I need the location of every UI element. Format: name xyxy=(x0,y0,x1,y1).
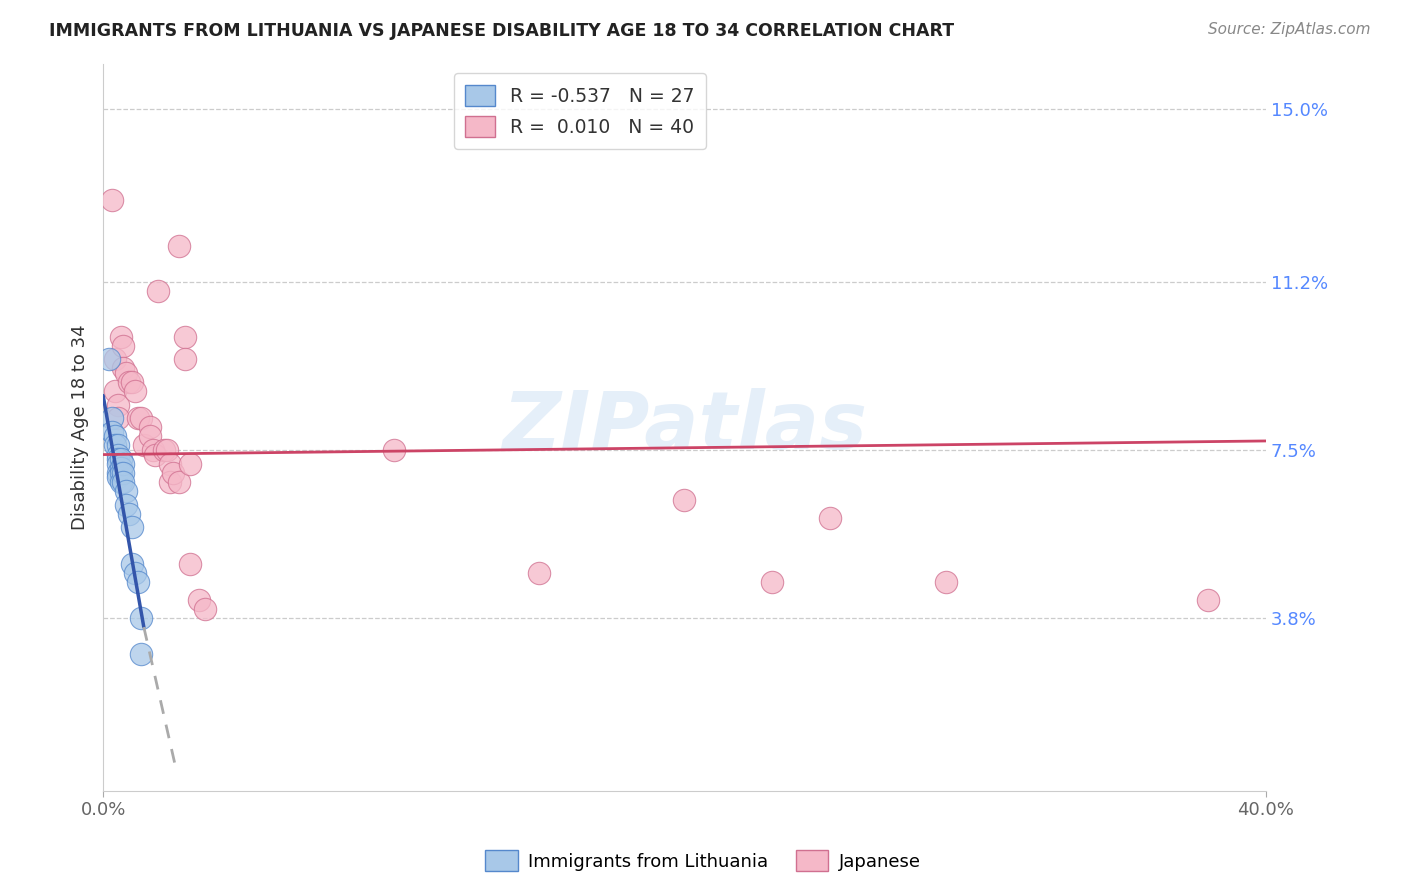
Point xyxy=(118,507,141,521)
Point xyxy=(112,475,135,489)
Point xyxy=(121,520,143,534)
Point xyxy=(107,411,129,425)
Point xyxy=(107,398,129,412)
Point xyxy=(527,566,550,580)
Point xyxy=(107,470,129,484)
Point xyxy=(761,574,783,589)
Point xyxy=(104,429,127,443)
Point xyxy=(673,493,696,508)
Point xyxy=(107,438,129,452)
Point xyxy=(138,429,160,443)
Point xyxy=(104,438,127,452)
Point xyxy=(179,457,201,471)
Point xyxy=(107,457,129,471)
Point xyxy=(159,475,181,489)
Point xyxy=(115,498,138,512)
Y-axis label: Disability Age 18 to 34: Disability Age 18 to 34 xyxy=(72,325,89,530)
Text: Source: ZipAtlas.com: Source: ZipAtlas.com xyxy=(1208,22,1371,37)
Point xyxy=(148,284,170,298)
Point xyxy=(110,329,132,343)
Point xyxy=(112,466,135,480)
Point xyxy=(115,366,138,380)
Point xyxy=(129,611,152,625)
Point xyxy=(188,593,211,607)
Point xyxy=(107,452,129,467)
Point xyxy=(132,438,155,452)
Point xyxy=(127,574,149,589)
Point xyxy=(124,566,146,580)
Point xyxy=(159,457,181,471)
Point xyxy=(112,457,135,471)
Point xyxy=(1197,593,1219,607)
Point xyxy=(129,648,152,662)
Text: ZIPatlas: ZIPatlas xyxy=(502,388,868,467)
Point xyxy=(127,411,149,425)
Point xyxy=(156,443,179,458)
Text: IMMIGRANTS FROM LITHUANIA VS JAPANESE DISABILITY AGE 18 TO 34 CORRELATION CHART: IMMIGRANTS FROM LITHUANIA VS JAPANESE DI… xyxy=(49,22,955,40)
Point xyxy=(110,461,132,475)
Point xyxy=(138,420,160,434)
Point xyxy=(104,384,127,398)
Point xyxy=(818,511,841,525)
Point xyxy=(121,375,143,389)
Point xyxy=(173,329,195,343)
Point xyxy=(107,466,129,480)
Point xyxy=(101,194,124,208)
Point xyxy=(101,425,124,439)
Point xyxy=(153,443,176,458)
Point xyxy=(194,602,217,616)
Point xyxy=(118,375,141,389)
Legend: R = -0.537   N = 27, R =  0.010   N = 40: R = -0.537 N = 27, R = 0.010 N = 40 xyxy=(454,73,706,149)
Point xyxy=(110,475,132,489)
Point xyxy=(167,475,190,489)
Point xyxy=(129,411,152,425)
Point xyxy=(145,448,167,462)
Point xyxy=(382,443,405,458)
Point xyxy=(935,574,957,589)
Point xyxy=(101,411,124,425)
Point xyxy=(104,352,127,367)
Point xyxy=(179,557,201,571)
Point xyxy=(110,466,132,480)
Point xyxy=(97,352,120,367)
Point xyxy=(167,238,190,252)
Point xyxy=(162,466,184,480)
Point xyxy=(115,483,138,498)
Point xyxy=(107,448,129,462)
Legend: Immigrants from Lithuania, Japanese: Immigrants from Lithuania, Japanese xyxy=(478,843,928,879)
Point xyxy=(121,557,143,571)
Point xyxy=(141,443,163,458)
Point xyxy=(112,338,135,352)
Point xyxy=(173,352,195,367)
Point xyxy=(112,361,135,376)
Point xyxy=(124,384,146,398)
Point xyxy=(110,452,132,467)
